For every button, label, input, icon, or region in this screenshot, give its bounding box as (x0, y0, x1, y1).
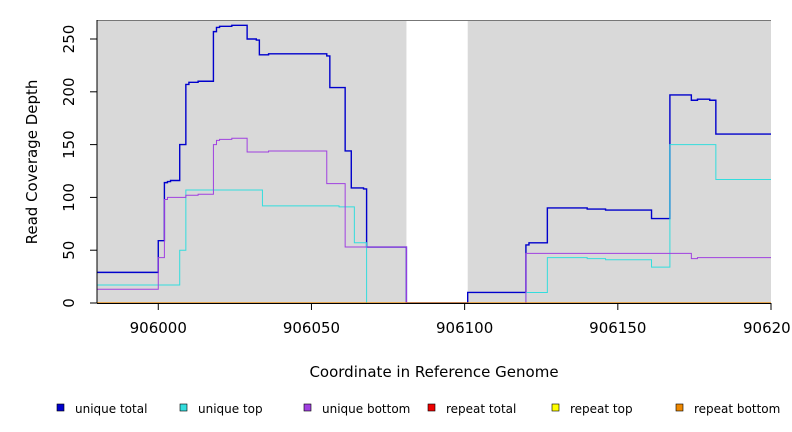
legend-label-unique-top: unique top (198, 402, 263, 416)
legend-label-unique-bottom: unique bottom (322, 402, 410, 416)
legend-swatch-repeat-bottom (675, 403, 684, 412)
y-tick-label: 250 (60, 25, 78, 54)
legend: unique total unique top unique bottom repea… (56, 402, 780, 416)
x-tick-label: 90620 (743, 319, 791, 337)
x-tick-label: 906050 (283, 319, 340, 337)
legend-swatch-unique-top (179, 403, 188, 412)
x-tick-label: 906100 (436, 319, 493, 337)
gap-region-0 (406, 20, 468, 303)
legend-swatch-unique-total (56, 403, 65, 412)
legend-label-repeat-total: repeat total (446, 402, 516, 416)
legend-label-repeat-top: repeat top (570, 402, 633, 416)
legend-label-unique-total: unique total (75, 402, 147, 416)
y-tick-label: 200 (60, 77, 78, 106)
plot-background (97, 20, 771, 303)
legend-swatch-repeat-total (427, 403, 436, 412)
x-tick-label: 906000 (130, 319, 187, 337)
axes: Coordinate in Reference Genome Read Cove… (23, 20, 791, 381)
y-tick-label: 50 (60, 241, 78, 260)
x-tick-label: 906150 (589, 319, 646, 337)
legend-label-repeat-bottom: repeat bottom (694, 402, 780, 416)
y-axis-title: Read Coverage Depth (23, 80, 41, 245)
series-line-unique-total (97, 24, 771, 304)
legend-swatch-repeat-top (551, 403, 560, 412)
y-tick-label: 150 (60, 130, 78, 159)
x-axis-title: Coordinate in Reference Genome (309, 363, 558, 381)
y-tick-label: 0 (60, 298, 78, 308)
legend-swatch-unique-bottom (303, 403, 312, 412)
y-tick-label: 100 (60, 183, 78, 212)
